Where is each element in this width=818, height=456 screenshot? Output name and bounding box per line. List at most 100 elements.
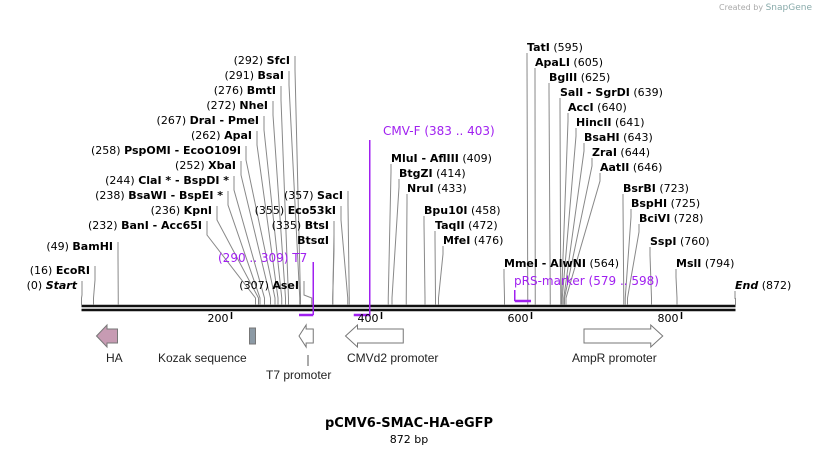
site-label-nhei[interactable]: (272) NheI [206, 99, 268, 112]
site-label-acci[interactable]: AccI (640) [568, 101, 627, 114]
site-label-bpu10i[interactable]: Bpu10I (458) [424, 204, 501, 217]
site-label-bglii[interactable]: BglII (625) [549, 71, 610, 84]
feature-ha-arrow [95, 323, 118, 349]
site-label-bsahi[interactable]: BsaHI (643) [584, 131, 653, 144]
site-label-bani[interactable]: (232) BanI - Acc65I [88, 219, 202, 232]
site-label-btsi[interactable]: BtsαI [297, 234, 329, 247]
site-label-mlui[interactable]: MluI - AflIII (409) [391, 152, 492, 165]
site-label-aatii[interactable]: AatII (646) [600, 161, 662, 174]
feature-label-kozak-sequence[interactable]: Kozak sequence [158, 351, 247, 365]
site-leader-line [561, 128, 577, 305]
site-position: (760) [679, 235, 710, 248]
site-leader-line [206, 221, 256, 305]
site-name: BsrBI [623, 182, 656, 195]
site-label-kpni[interactable]: (236) KpnI [151, 204, 212, 217]
site-leader-line [245, 146, 276, 305]
feature-t7-promoter-arrow [298, 323, 314, 349]
site-leader-line [256, 131, 279, 305]
credit-prefix: Created by [719, 3, 764, 12]
site-leader-line [263, 116, 283, 305]
site-leader-line [434, 231, 436, 305]
site-label-xbai[interactable]: (252) XbaI [175, 159, 236, 172]
site-label-ecori[interactable]: (16) EcoRI [30, 264, 90, 277]
site-label-bmti[interactable]: (276) BmtI [214, 84, 276, 97]
site-label-bsai[interactable]: (291) BsaI [224, 69, 284, 82]
site-label-bsawi[interactable]: (238) BsaWI - BspEI * [95, 189, 223, 202]
site-leader-line [624, 209, 632, 305]
site-leader-line [649, 247, 652, 305]
site-leader-line [303, 281, 313, 305]
site-position: (472) [468, 219, 498, 232]
site-leader-line [438, 246, 444, 305]
site-label-bsrbi[interactable]: BsrBI (723) [623, 182, 689, 195]
site-position: (872) [761, 279, 792, 292]
site-name: Start [45, 279, 77, 292]
feature-kozak-sequence-arrow [249, 327, 256, 345]
site-name: BspHI [631, 197, 668, 210]
site-position: (236) [150, 204, 181, 217]
site-label-mfei[interactable]: MfeI (476) [443, 234, 503, 247]
site-label-mmei[interactable]: MmeI - AlwNI (564) [504, 257, 619, 270]
site-name: PspOMI - EcoO109I [124, 144, 241, 157]
feature-label-cmvd2-promoter[interactable]: CMVd2 promoter [347, 351, 439, 365]
site-label-bcivi[interactable]: BciVI (728) [639, 212, 703, 225]
site-name: HincII [576, 116, 612, 129]
site-position: (49) [46, 240, 69, 253]
site-label-bamhi[interactable]: (49) BamHI [46, 240, 113, 253]
site-label-pspomi[interactable]: (258) PspOMI - EcoO109I [91, 144, 241, 157]
site-label-apali[interactable]: ApaLI (605) [535, 56, 603, 69]
site-label-end[interactable]: End (872) [735, 279, 791, 292]
site-label-sfci[interactable]: (292) SfcI [234, 54, 290, 67]
primer-label-prs-marker[interactable]: pRS-marker (579 .. 598) [514, 275, 659, 288]
site-label-zrai[interactable]: ZraI (644) [592, 146, 650, 159]
site-label-drai[interactable]: (267) DraI - PmeI [157, 114, 259, 127]
site-position: (640) [597, 101, 627, 114]
site-position: (794) [704, 257, 735, 270]
site-position: (252) [175, 159, 205, 172]
site-name: Bpu10I [424, 204, 468, 217]
primer-label-t7[interactable]: (290 .. 309) T7 [218, 252, 307, 265]
site-name: SacI [317, 189, 343, 202]
site-label-btgzi[interactable]: BtgZI (414) [399, 167, 466, 180]
site-position: (643) [623, 131, 653, 144]
site-name: SfcI [266, 54, 290, 67]
site-position: (0) [26, 279, 43, 292]
site-label-asei[interactable]: (307) AseI [239, 279, 299, 292]
credit-brand: SnapGene [765, 3, 812, 13]
site-leader-line [347, 191, 350, 305]
site-leader-line [227, 191, 261, 305]
feature-label-ampr-promoter[interactable]: AmpR promoter [572, 351, 657, 365]
site-label-apai[interactable]: (262) ApaI [191, 129, 252, 142]
site-label-start[interactable]: (0) Start [27, 279, 77, 292]
site-leader-line [734, 291, 736, 305]
tick-label: 400 [357, 312, 379, 325]
site-name: BsaHI [584, 131, 620, 144]
site-position: (646) [632, 161, 663, 174]
site-position: (433) [437, 182, 467, 195]
site-label-sali[interactable]: SalI - SgrDI (639) [560, 86, 663, 99]
site-position: (458) [471, 204, 501, 217]
site-label-msli[interactable]: MslI (794) [676, 257, 734, 270]
site-label-eco53ki[interactable]: (355) Eco53kI [255, 204, 336, 217]
plasmid-name: pCMV6-SMAC-HA-eGFP [324, 416, 494, 431]
site-label-hincii[interactable]: HincII (641) [576, 116, 645, 129]
site-label-btsi[interactable]: (335) BtsI [272, 219, 329, 232]
site-label-taqii[interactable]: TaqII (472) [435, 219, 498, 232]
site-position: (725) [670, 197, 701, 210]
feature-label-ha[interactable]: HA [106, 351, 123, 365]
primer-label-cmv-f[interactable]: CMV-F (383 .. 403) [383, 125, 495, 138]
site-label-tati[interactable]: TatI (595) [527, 41, 583, 54]
site-label-clai[interactable]: (244) ClaI * - BspDI * [105, 174, 229, 187]
site-position: (355) [254, 204, 285, 217]
site-label-nrui[interactable]: NruI (433) [407, 182, 467, 195]
site-label-sspi[interactable]: SspI (760) [650, 235, 710, 248]
site-leader-line [627, 224, 640, 305]
site-name: ZraI [592, 146, 617, 159]
site-label-bsphi[interactable]: BspHI (725) [631, 197, 700, 210]
site-leader-line [559, 98, 562, 305]
site-leader-line [391, 179, 400, 305]
site-label-saci[interactable]: (357) SacI [284, 189, 343, 202]
feature-label-t7-promoter[interactable]: T7 promoter [266, 368, 332, 382]
tick-label: 800 [657, 312, 679, 325]
